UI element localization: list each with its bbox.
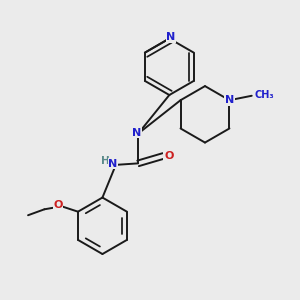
Text: N: N: [225, 95, 234, 105]
Text: H: H: [101, 156, 110, 166]
Text: N: N: [108, 159, 118, 169]
Text: CH₃: CH₃: [254, 90, 274, 100]
Text: N: N: [166, 32, 176, 42]
Text: O: O: [164, 151, 173, 161]
Text: O: O: [53, 200, 62, 210]
Text: N: N: [132, 128, 141, 138]
